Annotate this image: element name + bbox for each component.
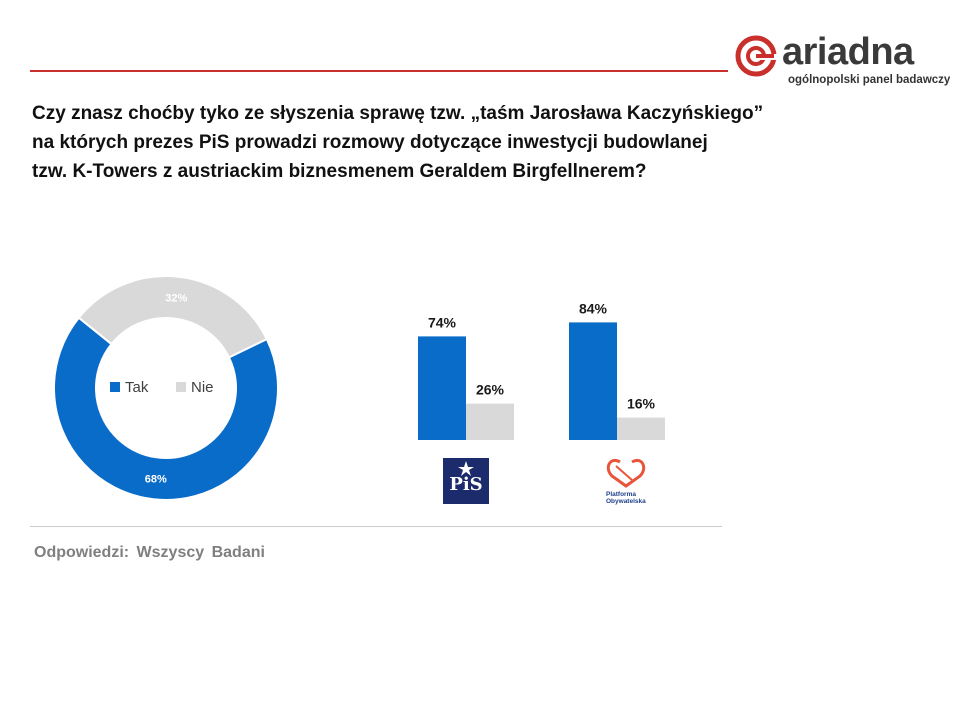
question-title: Czy znasz choćby tyko ze słyszenia spraw… (32, 99, 822, 186)
pis-logo-text: PiS (449, 474, 483, 495)
brand-name: ariadna (782, 31, 914, 73)
po-logo: Platforma Obywatelska (598, 456, 658, 508)
legend-swatch-tak (110, 382, 120, 392)
bar-nie-1 (617, 417, 665, 440)
legend-label-nie: Nie (191, 379, 214, 396)
pis-logo: PiS (443, 458, 489, 504)
footer-divider (30, 526, 722, 527)
ariadna-spiral-icon (735, 35, 778, 77)
header-line (30, 70, 728, 72)
respondents-note: Odpowiedzi: Wszyscy Badani (34, 544, 265, 561)
question-line: na których prezes PiS prowadzi rozmowy d… (32, 132, 708, 153)
po-logo-text: Platforma Obywatelska (606, 491, 646, 505)
star-eagle-icon (458, 461, 474, 476)
bar-value-label: 26% (476, 382, 505, 398)
pie-value-label: 32% (165, 293, 187, 305)
pie-slice-tak (53, 316, 279, 501)
po-logo-line: Platforma (606, 491, 636, 498)
bar-tak-1 (569, 322, 617, 440)
question-line: tzw. K-Towers z austriackim biznesmenem … (32, 161, 647, 182)
legend-label-tak: Tak (125, 379, 149, 396)
po-heart-icon (606, 459, 646, 488)
pie-slice-nie (77, 275, 269, 359)
question-line: Czy znasz choćby tyko ze słyszenia spraw… (32, 103, 764, 124)
bar-value-label: 74% (428, 314, 457, 330)
bar-tak-0 (418, 336, 466, 440)
bar-value-label: 84% (579, 300, 608, 316)
brand-tagline: ogólnopolski panel badawczy (788, 74, 951, 86)
po-logo-line: Obywatelska (606, 498, 646, 505)
bar-nie-0 (466, 403, 514, 440)
bar-value-label: 16% (627, 396, 656, 412)
legend-swatch-nie (176, 382, 186, 392)
pie-value-label: 68% (145, 473, 167, 485)
brand-logo: ariadna ogólnopolski panel badawczy (734, 31, 954, 92)
